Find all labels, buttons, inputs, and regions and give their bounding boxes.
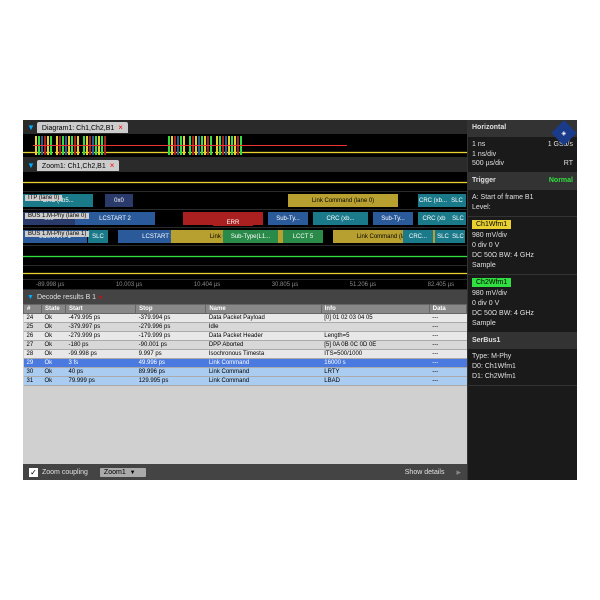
close-icon[interactable]: ×: [110, 161, 115, 170]
protocol-block[interactable]: CRC (xb...: [313, 212, 368, 225]
diagram-tab-row: ▼ Diagram1: Ch1,Ch2,B1 ×: [23, 120, 467, 134]
protocol-block[interactable]: Sub-Ty...: [268, 212, 308, 225]
decode-results-header[interactable]: ▼ Decode results B 1 ×: [23, 290, 467, 304]
protocol-block[interactable]: SLC: [448, 194, 466, 207]
checkbox-icon: ✓: [29, 468, 38, 477]
oscilloscope-screen: ▼ Diagram1: Ch1,Ch2,B1 × ▼ Zoom1: Ch1,Ch…: [23, 120, 577, 480]
main-area: ▼ Diagram1: Ch1,Ch2,B1 × ▼ Zoom1: Ch1,Ch…: [23, 120, 467, 480]
zoom-tab-row: ▼ Zoom1: Ch1,Ch2,B1 ×: [23, 158, 467, 172]
ch2-label: Ch2Wfm1: [472, 278, 511, 288]
lane-label: BUS 1.M-Phy (lane 1): [25, 231, 89, 237]
zoom-select[interactable]: Zoom1 ▼: [100, 468, 146, 477]
table-row[interactable]: 28Ok-99.998 ps9.997 psIsochronous Timest…: [24, 350, 467, 359]
decode-table-wrap[interactable]: #StateStartStopNameInfoData 24Ok-479.995…: [23, 304, 467, 464]
protocol-block[interactable]: SLC: [450, 212, 466, 225]
wave-ch1-bot[interactable]: [23, 266, 467, 280]
zoom-tab-label: Zoom1: Ch1,Ch2,B1: [42, 163, 106, 170]
ch1-section[interactable]: Ch1Wfm1 980 mV/div 0 div 0 V DC 50Ω BW: …: [468, 217, 577, 275]
table-row[interactable]: 30Ok40 ps89.996 psLink CommandLRTY---: [24, 368, 467, 377]
trace-ch1: [23, 182, 467, 183]
bus-lane-1[interactable]: LCSTART 1SLCLCSTART 3Link Command (lane …: [23, 228, 467, 246]
decode-results-panel: ▼ Decode results B 1 × #StateStartStopNa…: [23, 290, 467, 480]
itp-lane-0[interactable]: CRC (xb5...0x0Link Command (lane 0)CRC (…: [23, 192, 467, 210]
protocol-block[interactable]: Link Command (lane 0): [288, 194, 398, 207]
chevron-right-icon: ▸: [456, 467, 461, 478]
side-panel: Horizontal 1 ns1 GSa/s 1 ns/div 500 µs/d…: [467, 120, 577, 480]
wave-ch2[interactable]: [23, 246, 467, 266]
trace-ch1-b: [23, 273, 467, 274]
protocol-block[interactable]: SLC: [451, 230, 465, 243]
zoom-coupling-checkbox[interactable]: ✓ Zoom coupling: [29, 468, 88, 477]
table-row[interactable]: 24Ok-479.995 ps-379.994 psData Packet Pa…: [24, 314, 467, 323]
protocol-block[interactable]: 0x0: [105, 194, 133, 207]
trigger-info: A: Start of frame B1 Level:: [468, 190, 577, 217]
wave-ch1-top[interactable]: [23, 172, 467, 192]
close-icon[interactable]: ×: [118, 123, 123, 132]
table-row[interactable]: 27Ok-180 ps-90.001 psDPP Aborted[5] 0A 0…: [24, 341, 467, 350]
zoom-tab[interactable]: Zoom1: Ch1,Ch2,B1 ×: [37, 160, 119, 171]
protocol-block[interactable]: Sub-Type(L1...: [223, 230, 278, 243]
protocol-block[interactable]: CRC (xb...: [418, 194, 448, 207]
chevron-down-icon: ▼: [130, 470, 136, 476]
protocol-block[interactable]: CRC (xb: [418, 212, 450, 225]
protocol-block[interactable]: SLC: [88, 230, 108, 243]
zoom-coupling-label: Zoom coupling: [42, 469, 88, 476]
diagram-tab[interactable]: Diagram1: Ch1,Ch2,B1 ×: [37, 122, 128, 133]
time-axis: -89.998 µs10.003 µs10.404 µs30.805 µs51.…: [23, 280, 467, 290]
table-row[interactable]: 31Ok79.999 ps129.995 psLink CommandLBAD-…: [24, 377, 467, 386]
trace-ch2: [23, 256, 467, 257]
table-row[interactable]: 29Ok3 fs49.996 psLink Command16000 s---: [24, 359, 467, 368]
protocol-block[interactable]: LCCT 5: [283, 230, 323, 243]
close-icon[interactable]: ×: [98, 293, 103, 302]
table-row[interactable]: 25Ok-379.997 ps-279.996 psIdle---: [24, 323, 467, 332]
table-row[interactable]: 26Ok-279.999 ps-179.999 psData Packet He…: [24, 332, 467, 341]
overview-strip[interactable]: [23, 134, 467, 158]
serbus-info: Type: M-Phy D0: Ch1Wfm1 D1: Ch2Wfm1: [468, 349, 577, 385]
diagram-tab-label: Diagram1: Ch1,Ch2,B1: [42, 125, 114, 132]
lane-label: ITP (lane 0): [25, 195, 62, 201]
trigger-header[interactable]: Trigger Normal: [468, 173, 577, 190]
bus-lane-0[interactable]: 0x0LCSTART 2LCSTART 4Sub-Ty...CRC (xb...…: [23, 210, 467, 228]
protocol-block[interactable]: SLC: [435, 230, 451, 243]
decode-results-title: Decode results B 1: [37, 294, 96, 301]
decode-table: #StateStartStopNameInfoData 24Ok-479.995…: [23, 304, 467, 386]
lane-label: BUS 1.M-Phy (lane 0): [25, 213, 89, 219]
ch1-label: Ch1Wfm1: [472, 220, 511, 230]
protocol-block[interactable]: Sub-Ty...: [373, 212, 413, 225]
ch2-section[interactable]: Ch2Wfm1 980 mV/div 0 div 0 V DC 50Ω BW: …: [468, 275, 577, 333]
show-details-button[interactable]: Show details: [405, 469, 445, 476]
decode-footer: ✓ Zoom coupling Zoom1 ▼ Show details ▸: [23, 464, 467, 480]
serbus-header[interactable]: SerBus1: [468, 333, 577, 350]
protocol-block[interactable]: CRC...: [403, 230, 433, 243]
